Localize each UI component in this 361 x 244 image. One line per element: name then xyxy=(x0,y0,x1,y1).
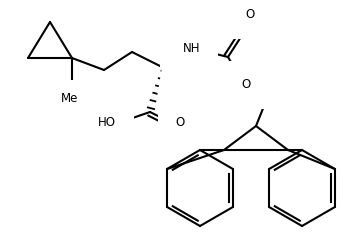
Text: NH: NH xyxy=(183,41,201,54)
Text: O: O xyxy=(245,8,255,21)
Text: O: O xyxy=(175,115,184,129)
Text: &1: &1 xyxy=(165,53,179,63)
Text: O: O xyxy=(242,79,251,92)
Text: HO: HO xyxy=(98,115,116,129)
Text: Me: Me xyxy=(61,92,79,105)
